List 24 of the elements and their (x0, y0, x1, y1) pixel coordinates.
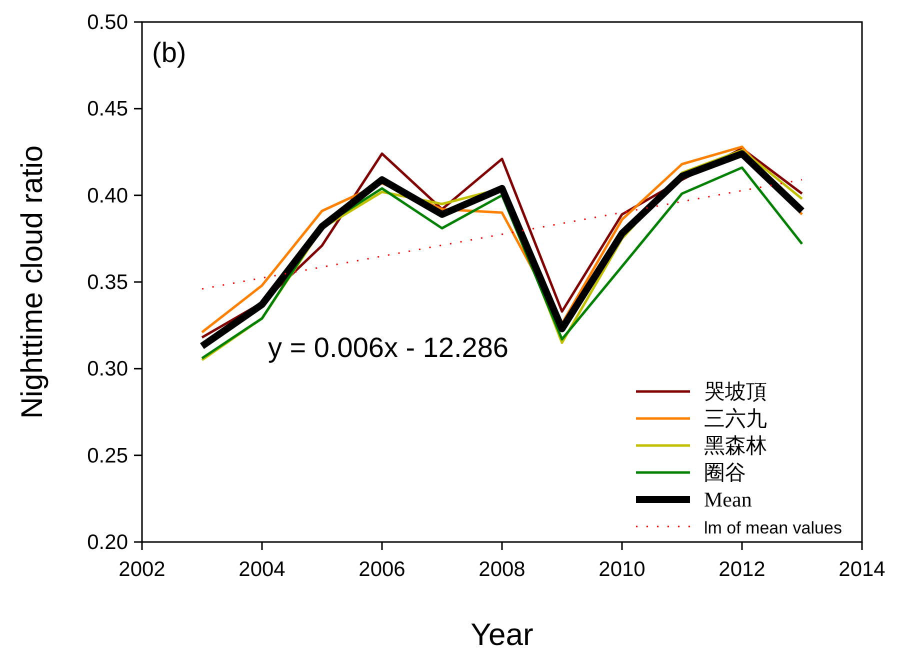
x-tick-label: 2002 (118, 558, 166, 581)
x-tick-label: 2008 (478, 558, 526, 581)
legend-label: 三六九 (704, 406, 767, 430)
x-tick-label: 2004 (238, 558, 286, 581)
y-tick-label: 0.35 (87, 271, 128, 294)
legend-label: lm of mean values (704, 518, 842, 538)
x-tick-label: 2006 (358, 558, 406, 581)
y-axis-title: Nighttime cloud ratio (16, 145, 49, 419)
annotation: y = 0.006x - 12.286 (268, 332, 509, 363)
y-tick-label: 0.30 (87, 358, 128, 381)
legend-label: 哭坡頂 (704, 380, 767, 404)
y-tick-label: 0.20 (87, 531, 128, 554)
y-tick-label: 0.50 (87, 11, 128, 34)
x-tick-label: 2014 (838, 558, 886, 581)
y-tick-label: 0.40 (87, 184, 128, 208)
legend-label: Mean (704, 488, 752, 512)
x-tick-label: 2010 (598, 558, 646, 581)
legend-label: 圈谷 (704, 460, 746, 484)
y-tick-label: 0.25 (87, 444, 128, 468)
x-tick-label: 2012 (718, 558, 766, 581)
annotation: (b) (152, 37, 186, 68)
y-tick-label: 0.45 (87, 98, 128, 121)
x-axis-title: Year (470, 617, 534, 652)
legend-label: 黑森林 (704, 434, 767, 458)
